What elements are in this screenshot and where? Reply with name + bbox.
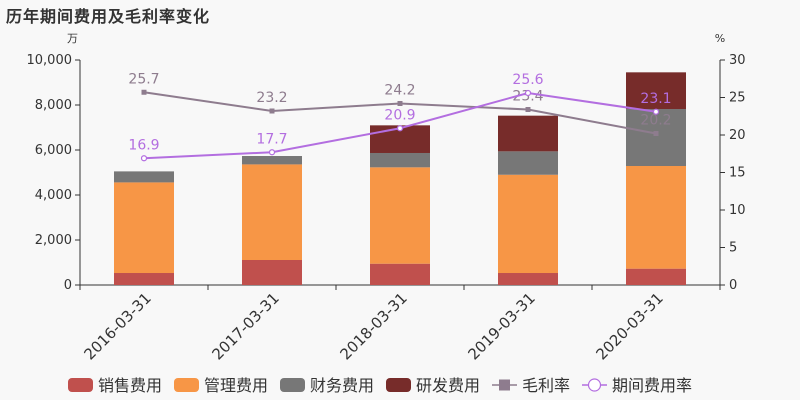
bar-财务费用 xyxy=(626,109,686,166)
legend-label-管理费用: 管理费用 xyxy=(204,376,268,395)
bar-销售费用 xyxy=(114,273,174,285)
bar-研发费用 xyxy=(626,72,686,110)
bar-研发费用 xyxy=(498,115,558,152)
bar-财务费用 xyxy=(114,171,174,183)
x-tick-label: 2017-03-31 xyxy=(208,289,282,363)
right-tick-label: 15 xyxy=(729,166,746,181)
x-tick-label: 2018-03-31 xyxy=(336,289,410,363)
legend-label-销售费用: 销售费用 xyxy=(98,376,162,395)
legend-swatch-管理费用 xyxy=(174,378,199,392)
legend-marker-期间费用率 xyxy=(587,378,602,392)
data-label-期间费用率: 16.9 xyxy=(128,137,159,153)
right-tick-label: 10 xyxy=(729,203,746,218)
point-期间费用率 xyxy=(140,155,148,162)
legend-label-研发费用: 研发费用 xyxy=(416,376,480,395)
left-tick-label: 8,000 xyxy=(35,98,72,113)
right-tick-label: 30 xyxy=(729,53,746,68)
legend-label-毛利率: 毛利率 xyxy=(522,376,570,395)
point-期间费用率 xyxy=(396,125,404,132)
right-tick-label: 5 xyxy=(729,241,737,256)
point-毛利率 xyxy=(653,131,659,136)
bar-财务费用 xyxy=(242,156,302,165)
point-期间费用率 xyxy=(652,108,660,115)
chart-title: 历年期间费用及毛利率变化 xyxy=(6,7,211,26)
legend-swatch-销售费用 xyxy=(68,378,93,392)
point-毛利率 xyxy=(525,107,531,112)
point-毛利率 xyxy=(141,89,147,95)
bar-管理费用 xyxy=(114,182,174,274)
data-label-毛利率: 25.7 xyxy=(128,71,159,87)
left-tick-label: 0 xyxy=(64,278,72,293)
legend-marker-毛利率 xyxy=(499,379,510,391)
legend-swatch-财务费用 xyxy=(280,378,305,392)
legend-label-财务费用: 财务费用 xyxy=(310,376,374,395)
data-label-毛利率: 24.2 xyxy=(384,83,415,99)
left-axis-unit: 万 xyxy=(67,32,78,45)
data-label-毛利率: 20.2 xyxy=(640,113,671,129)
point-毛利率 xyxy=(269,108,275,114)
legend-swatch-研发费用 xyxy=(386,378,411,392)
bar-财务费用 xyxy=(498,151,558,175)
point-期间费用率 xyxy=(268,149,276,156)
bar-管理费用 xyxy=(626,165,686,269)
data-label-期间费用率: 20.9 xyxy=(384,107,415,123)
point-期间费用率 xyxy=(524,89,532,97)
x-tick-label: 2016-03-31 xyxy=(80,289,154,363)
bar-销售费用 xyxy=(498,273,558,285)
data-label-期间费用率: 17.7 xyxy=(256,131,287,147)
left-tick-label: 6,000 xyxy=(35,143,72,158)
left-tick-label: 2,000 xyxy=(35,233,72,248)
data-label-毛利率: 23.4 xyxy=(512,89,543,105)
data-label-期间费用率: 23.1 xyxy=(640,91,671,107)
bar-财务费用 xyxy=(370,152,430,168)
left-tick-label: 10,000 xyxy=(27,53,73,68)
data-label-毛利率: 23.2 xyxy=(256,90,287,106)
right-axis-unit: % xyxy=(715,32,725,45)
bar-管理费用 xyxy=(370,167,430,264)
left-tick-label: 4,000 xyxy=(35,188,72,203)
point-毛利率 xyxy=(397,101,403,106)
x-tick-label: 2019-03-31 xyxy=(464,289,538,363)
right-tick-label: 20 xyxy=(729,128,746,143)
x-tick-label: 2020-03-31 xyxy=(592,289,666,363)
bar-销售费用 xyxy=(626,268,686,285)
right-tick-label: 0 xyxy=(729,278,737,293)
legend-label-期间费用率: 期间费用率 xyxy=(612,376,692,395)
bar-管理费用 xyxy=(242,164,302,261)
data-label-期间费用率: 25.6 xyxy=(512,72,543,88)
bar-管理费用 xyxy=(498,174,558,274)
right-tick-label: 25 xyxy=(729,91,746,106)
bar-销售费用 xyxy=(242,260,302,285)
bar-销售费用 xyxy=(370,263,430,285)
